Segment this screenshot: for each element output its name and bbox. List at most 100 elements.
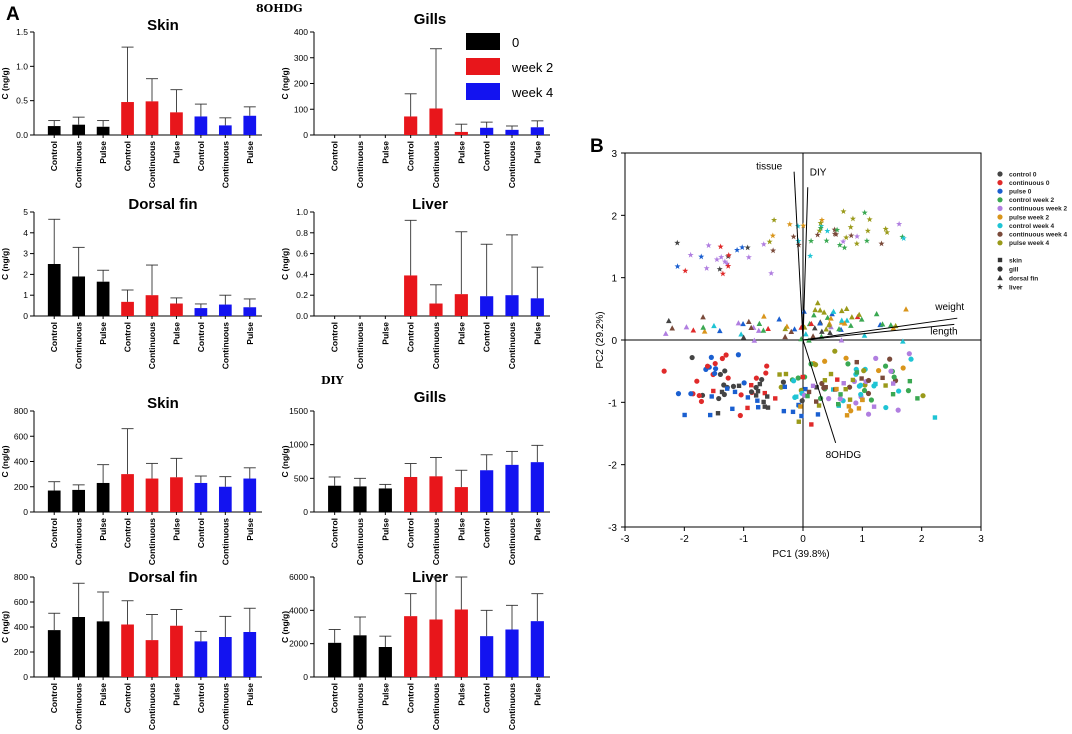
data-point	[844, 413, 850, 418]
x-tick-label: Continuous	[147, 141, 157, 188]
x-tick-label: Continuous	[147, 322, 157, 369]
data-point	[688, 391, 694, 397]
data-point	[709, 394, 714, 399]
pca-legend-label: pulse 0	[1009, 189, 1032, 196]
data-point	[853, 400, 859, 406]
x-tick-label: Control	[482, 683, 492, 713]
y-tick-label: 0.8	[296, 228, 308, 238]
data-point	[748, 389, 755, 395]
data-point	[717, 243, 724, 250]
data-point	[735, 352, 741, 358]
data-point	[745, 254, 752, 260]
data-point	[682, 412, 687, 418]
data-point	[836, 241, 843, 248]
x-tick-label: Continuous	[431, 322, 441, 369]
vector-label: weight	[934, 302, 964, 313]
bar	[145, 101, 159, 135]
data-point	[734, 246, 741, 253]
bar-charts: Skin C (ng/g) 0.0 0.5 1.0 1.5 Control Continuou…	[0, 11, 550, 730]
section-title-8ohdg: 8OHDG	[256, 2, 303, 15]
chart-title: Gills	[414, 389, 447, 406]
bar	[145, 478, 159, 512]
x-tick-label: Pulse	[98, 518, 108, 541]
data-point	[846, 404, 852, 409]
pca-legend-label: pulse week 4	[1009, 240, 1049, 247]
data-point	[777, 372, 782, 377]
data-point	[861, 368, 867, 374]
data-point	[756, 320, 763, 327]
bar-chart-gills_8ohdg: Gills C (ng/g) 0 100 200 300 400 Control Continu…	[280, 11, 550, 188]
data-point	[807, 252, 814, 259]
data-point	[854, 233, 861, 240]
bar	[47, 490, 61, 512]
bar	[429, 108, 443, 135]
bar	[454, 487, 468, 512]
x-tick-label: Control	[123, 518, 133, 548]
data-point	[873, 355, 879, 361]
x-tick-label: Pulse	[532, 683, 542, 706]
bar	[243, 307, 257, 316]
data-point	[838, 307, 845, 314]
y-tick-label: 1	[611, 274, 617, 285]
bar	[218, 486, 232, 512]
data-point	[850, 377, 856, 383]
bar	[170, 477, 183, 512]
y-axis-label: C (ng/g)	[280, 248, 290, 280]
data-point	[790, 409, 796, 415]
data-point	[809, 422, 814, 427]
data-point	[830, 308, 837, 314]
x-tick-label: Pulse	[98, 141, 108, 164]
data-point	[823, 326, 829, 332]
data-point	[815, 412, 821, 417]
x-tick-label: Control	[49, 322, 59, 352]
data-point	[723, 352, 729, 358]
x-tick-label: Pulse	[171, 683, 181, 706]
data-point	[821, 309, 827, 315]
data-point	[738, 392, 744, 398]
x-tick-label: Continuous	[355, 683, 365, 730]
bar-chart-skin_8ohdg: Skin C (ng/g) 0.0 0.5 1.0 1.5 Control Continuou…	[0, 17, 262, 188]
data-point	[882, 225, 889, 232]
y-tick-label: 0.0	[296, 311, 308, 321]
bar-chart-dorsal_diy: Dorsal fin C (ng/g) 0 200 400 600 800 Control Co…	[0, 569, 262, 730]
data-point	[879, 321, 886, 327]
data-point	[836, 401, 841, 407]
y-tick-label: 0.0	[16, 130, 28, 140]
y-tick-label: 100	[294, 104, 308, 114]
loading-vector	[802, 317, 958, 341]
bar	[480, 636, 494, 677]
bar	[170, 303, 183, 316]
data-point	[794, 394, 799, 399]
data-point	[732, 389, 738, 395]
data-point	[788, 328, 795, 335]
data-point	[682, 267, 689, 274]
x-tick-label: Continuous	[220, 322, 230, 369]
x-tick-label: Control	[482, 518, 492, 548]
x-tick-label: -1	[739, 534, 748, 545]
y-tick-label: 400	[14, 622, 28, 632]
data-point	[716, 395, 722, 402]
data-point	[776, 316, 783, 322]
data-point	[675, 391, 682, 397]
data-point	[863, 237, 870, 244]
bar	[96, 281, 110, 316]
y-tick-label: 0	[303, 130, 308, 140]
pca-legend-marker	[997, 205, 1003, 211]
data-point	[817, 320, 823, 326]
data-point	[735, 320, 742, 326]
y-tick-label: 0.2	[296, 290, 308, 300]
data-point	[810, 333, 816, 339]
data-point	[806, 337, 812, 343]
data-point	[800, 222, 807, 229]
data-point	[683, 324, 690, 330]
x-tick-label: Pulse	[245, 683, 255, 706]
data-point	[662, 330, 669, 336]
x-tick-label: Pulse	[98, 322, 108, 345]
pca-tissue-label: dorsal fin	[1009, 275, 1038, 282]
x-tick-label: Control	[196, 683, 206, 713]
data-point	[873, 311, 880, 317]
x-tick-label: Control	[123, 322, 133, 352]
pca-tissue-label: skin	[1009, 257, 1022, 264]
data-point	[744, 244, 751, 251]
data-point	[665, 317, 672, 324]
